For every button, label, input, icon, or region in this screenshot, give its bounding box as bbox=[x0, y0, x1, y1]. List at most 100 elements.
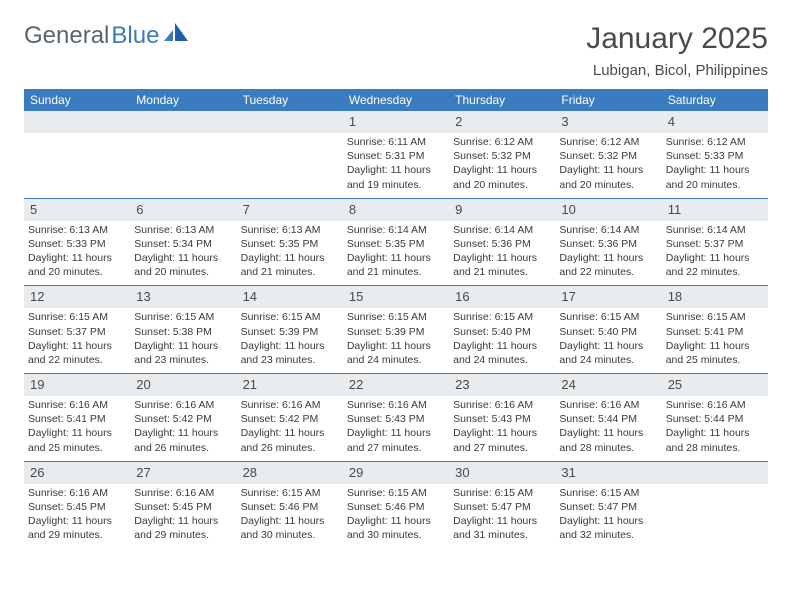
day-info-line: Daylight: 11 hours bbox=[559, 251, 657, 265]
day-number: 19 bbox=[30, 377, 44, 392]
day-cell: 30Sunrise: 6:15 AMSunset: 5:47 PMDayligh… bbox=[449, 462, 555, 549]
day-info-line: and 20 minutes. bbox=[28, 265, 126, 279]
day-number-row: 29 bbox=[343, 462, 449, 484]
day-info-line: Daylight: 11 hours bbox=[347, 163, 445, 177]
day-info-line: and 29 minutes. bbox=[134, 528, 232, 542]
day-number-row: 27 bbox=[130, 462, 236, 484]
day-number: 16 bbox=[455, 289, 469, 304]
day-info-line: and 22 minutes. bbox=[666, 265, 764, 279]
day-number-row: 30 bbox=[449, 462, 555, 484]
day-info-line: and 28 minutes. bbox=[559, 441, 657, 455]
day-cell: 20Sunrise: 6:16 AMSunset: 5:42 PMDayligh… bbox=[130, 374, 236, 461]
day-number: 27 bbox=[136, 465, 150, 480]
day-number-row: 3 bbox=[555, 111, 661, 133]
day-info-line: Daylight: 11 hours bbox=[134, 426, 232, 440]
day-cell: 22 Sunrise: 6:16 AMSunset: 5:43 PMDayligh… bbox=[343, 374, 449, 461]
day-number: 9 bbox=[455, 202, 462, 217]
day-number: 6 bbox=[136, 202, 143, 217]
day-info-line: Sunrise: 6:14 AM bbox=[666, 223, 764, 237]
day-info-line: Sunset: 5:45 PM bbox=[28, 500, 126, 514]
day-info: Sunrise: 6:12 AMSunset: 5:33 PMDaylight:… bbox=[666, 135, 764, 192]
day-cell: 10Sunrise: 6:14 AMSunset: 5:36 PMDayligh… bbox=[555, 199, 661, 286]
day-number-row: 12 bbox=[24, 286, 130, 308]
day-info-line: and 22 minutes. bbox=[559, 265, 657, 279]
day-info: Sunrise: 6:16 AMSunset: 5:43 PMDaylight:… bbox=[347, 398, 445, 455]
day-info: Sunrise: 6:15 AMSunset: 5:47 PMDaylight:… bbox=[453, 486, 551, 543]
day-number: 7 bbox=[243, 202, 250, 217]
day-number-row: 17 bbox=[555, 286, 661, 308]
day-cell: 11Sunrise: 6:14 AMSunset: 5:37 PMDayligh… bbox=[662, 199, 768, 286]
weekday-header: Monday bbox=[130, 89, 236, 111]
day-info: Sunrise: 6:13 AMSunset: 5:34 PMDaylight:… bbox=[134, 223, 232, 280]
day-number-row: . bbox=[662, 462, 768, 484]
day-info-line: Daylight: 11 hours bbox=[241, 514, 339, 528]
day-info-line: Sunrise: 6:14 AM bbox=[559, 223, 657, 237]
day-info-line: Sunrise: 6:13 AM bbox=[241, 223, 339, 237]
day-cell: 28Sunrise: 6:15 AMSunset: 5:46 PMDayligh… bbox=[237, 462, 343, 549]
day-info-line: Daylight: 11 hours bbox=[28, 514, 126, 528]
day-info-line: Sunrise: 6:16 AM bbox=[666, 398, 764, 412]
day-info: Sunrise: 6:16 AMSunset: 5:43 PMDaylight:… bbox=[453, 398, 551, 455]
day-cell: 18Sunrise: 6:15 AMSunset: 5:41 PMDayligh… bbox=[662, 286, 768, 373]
day-cell: 19Sunrise: 6:16 AMSunset: 5:41 PMDayligh… bbox=[24, 374, 130, 461]
day-cell: 7Sunrise: 6:13 AMSunset: 5:35 PMDaylight… bbox=[237, 199, 343, 286]
day-info-line: Sunrise: 6:14 AM bbox=[453, 223, 551, 237]
day-info-line: and 30 minutes. bbox=[241, 528, 339, 542]
day-info-line: Daylight: 11 hours bbox=[559, 163, 657, 177]
day-info-line: Daylight: 11 hours bbox=[453, 514, 551, 528]
day-number-row: 23 bbox=[449, 374, 555, 396]
day-number: 13 bbox=[136, 289, 150, 304]
day-number: 22 bbox=[349, 377, 363, 392]
day-cell: . bbox=[237, 111, 343, 198]
day-info-line: Sunrise: 6:15 AM bbox=[559, 310, 657, 324]
day-info-line: Daylight: 11 hours bbox=[347, 251, 445, 265]
day-info: Sunrise: 6:12 AMSunset: 5:32 PMDaylight:… bbox=[453, 135, 551, 192]
day-info-line: Sunrise: 6:15 AM bbox=[453, 310, 551, 324]
day-info-line: Sunset: 5:38 PM bbox=[134, 325, 232, 339]
day-number-row: 2 bbox=[449, 111, 555, 133]
day-info-line: Daylight: 11 hours bbox=[453, 426, 551, 440]
day-info-line: Sunrise: 6:16 AM bbox=[28, 398, 126, 412]
day-info-line: Sunset: 5:41 PM bbox=[28, 412, 126, 426]
day-info: Sunrise: 6:11 AMSunset: 5:31 PMDaylight:… bbox=[347, 135, 445, 192]
day-info-line: Daylight: 11 hours bbox=[241, 426, 339, 440]
day-cell: 12Sunrise: 6:15 AMSunset: 5:37 PMDayligh… bbox=[24, 286, 130, 373]
day-info-line: and 31 minutes. bbox=[453, 528, 551, 542]
weekday-header: Tuesday bbox=[237, 89, 343, 111]
day-info-line: Daylight: 11 hours bbox=[666, 426, 764, 440]
day-number: 18 bbox=[668, 289, 682, 304]
day-info-line: Sunrise: 6:16 AM bbox=[134, 486, 232, 500]
day-info-line: and 24 minutes. bbox=[453, 353, 551, 367]
day-info-line: and 24 minutes. bbox=[559, 353, 657, 367]
day-info-line: Sunrise: 6:15 AM bbox=[241, 486, 339, 500]
day-number: 15 bbox=[349, 289, 363, 304]
calendar-page: GeneralBlue January 2025 Lubigan, Bicol,… bbox=[0, 0, 792, 548]
day-info-line: Daylight: 11 hours bbox=[134, 514, 232, 528]
day-info-line: Sunset: 5:47 PM bbox=[559, 500, 657, 514]
day-info-line: Daylight: 11 hours bbox=[134, 251, 232, 265]
day-info-line: Daylight: 11 hours bbox=[134, 339, 232, 353]
day-info-line: Sunset: 5:35 PM bbox=[241, 237, 339, 251]
day-number: 26 bbox=[30, 465, 44, 480]
day-cell: 14Sunrise: 6:15 AMSunset: 5:39 PMDayligh… bbox=[237, 286, 343, 373]
day-number: 23 bbox=[455, 377, 469, 392]
day-info: Sunrise: 6:14 AMSunset: 5:36 PMDaylight:… bbox=[559, 223, 657, 280]
day-info: Sunrise: 6:16 AMSunset: 5:42 PMDaylight:… bbox=[241, 398, 339, 455]
day-info-line: and 32 minutes. bbox=[559, 528, 657, 542]
day-info: Sunrise: 6:15 AMSunset: 5:46 PMDaylight:… bbox=[241, 486, 339, 543]
day-info: Sunrise: 6:16 AMSunset: 5:42 PMDaylight:… bbox=[134, 398, 232, 455]
calendar: Sunday Monday Tuesday Wednesday Thursday… bbox=[24, 89, 768, 548]
day-number: 2 bbox=[455, 114, 462, 129]
day-info-line: Sunrise: 6:15 AM bbox=[453, 486, 551, 500]
day-info-line: Sunset: 5:36 PM bbox=[453, 237, 551, 251]
day-cell: 5Sunrise: 6:13 AMSunset: 5:33 PMDaylight… bbox=[24, 199, 130, 286]
brand-logo: GeneralBlue bbox=[24, 22, 190, 50]
day-cell: 21Sunrise: 6:16 AMSunset: 5:42 PMDayligh… bbox=[237, 374, 343, 461]
day-number-row: 6 bbox=[130, 199, 236, 221]
day-number: 31 bbox=[561, 465, 575, 480]
day-info-line: Sunrise: 6:15 AM bbox=[666, 310, 764, 324]
day-info-line: Daylight: 11 hours bbox=[666, 339, 764, 353]
weeks-container: ...1Sunrise: 6:11 AMSunset: 5:31 PMDayli… bbox=[24, 111, 768, 548]
day-info-line: Sunset: 5:35 PM bbox=[347, 237, 445, 251]
day-cell: . bbox=[130, 111, 236, 198]
